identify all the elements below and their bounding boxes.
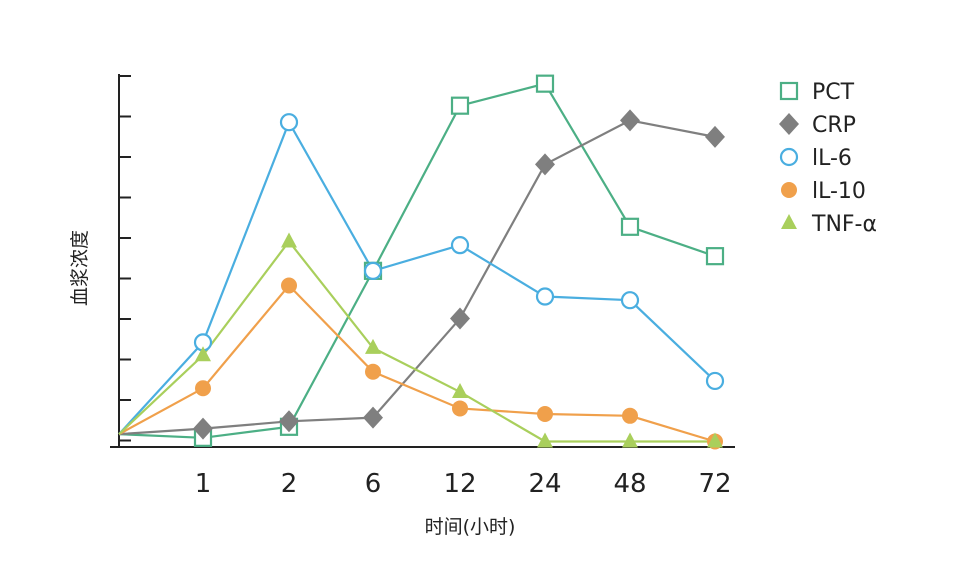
data-point	[452, 382, 468, 398]
data-point	[535, 74, 555, 93]
data-point	[365, 338, 381, 354]
data-point	[363, 261, 383, 280]
data-point	[365, 363, 381, 380]
legend-item: PCT	[779, 80, 855, 105]
series-line	[118, 119, 716, 436]
series-line	[118, 82, 716, 439]
series-line	[118, 283, 716, 443]
x-tick-label: 72	[698, 469, 731, 499]
data-point	[620, 109, 640, 132]
data-point	[195, 346, 211, 362]
x-tick-label: 2	[281, 469, 298, 499]
x-tick-label: 24	[528, 469, 561, 499]
legend-item: lL-6	[779, 146, 852, 171]
y-axis-title: 血浆浓度	[69, 230, 91, 306]
data-point	[705, 247, 725, 266]
data-point	[620, 291, 640, 310]
data-point	[622, 407, 638, 424]
data-point	[537, 405, 553, 422]
legend-label: lL-6	[812, 146, 852, 171]
data-point	[535, 287, 555, 306]
series-line	[118, 119, 716, 435]
data-point	[281, 232, 297, 248]
data-point	[363, 406, 383, 429]
data-point	[281, 277, 297, 294]
data-point	[537, 432, 553, 448]
x-tick-labels: 1 2 6 12 24 48 72	[195, 469, 732, 499]
data-point	[779, 113, 799, 135]
series-line	[118, 239, 715, 443]
legend-label: PCT	[812, 80, 855, 105]
legend-item: TNF-α	[781, 212, 877, 237]
data-point	[450, 307, 470, 330]
data-point	[705, 371, 725, 391]
data-point	[622, 432, 638, 448]
data-point	[707, 432, 723, 448]
data-point	[620, 217, 640, 236]
data-point	[781, 214, 797, 229]
data-point	[195, 380, 211, 397]
data-point	[452, 400, 468, 417]
data-point	[535, 153, 555, 176]
data-point	[450, 96, 470, 115]
legend: PCT CRP lL-6 lL-10 TNF-α	[779, 80, 877, 237]
legend-label: lL-10	[812, 179, 866, 204]
x-tick-label: 6	[365, 469, 382, 499]
legend-item: CRP	[779, 113, 856, 138]
data-point	[779, 81, 799, 101]
data-point	[193, 417, 213, 440]
data-point	[779, 147, 799, 167]
legend-item: lL-10	[781, 179, 866, 204]
x-tick-label: 1	[195, 469, 212, 499]
data-point	[450, 236, 470, 255]
data-point	[781, 182, 797, 198]
x-tick-label: 12	[443, 469, 476, 499]
data-point	[279, 410, 299, 433]
legend-label: CRP	[812, 113, 856, 138]
legend-label: TNF-α	[811, 212, 877, 237]
data-point	[705, 125, 725, 148]
series-markers	[193, 74, 725, 450]
series-lines	[118, 82, 716, 443]
x-axis-title: 时间(小时)	[425, 516, 516, 538]
x-tick-label: 48	[613, 469, 646, 499]
data-point	[279, 113, 299, 132]
